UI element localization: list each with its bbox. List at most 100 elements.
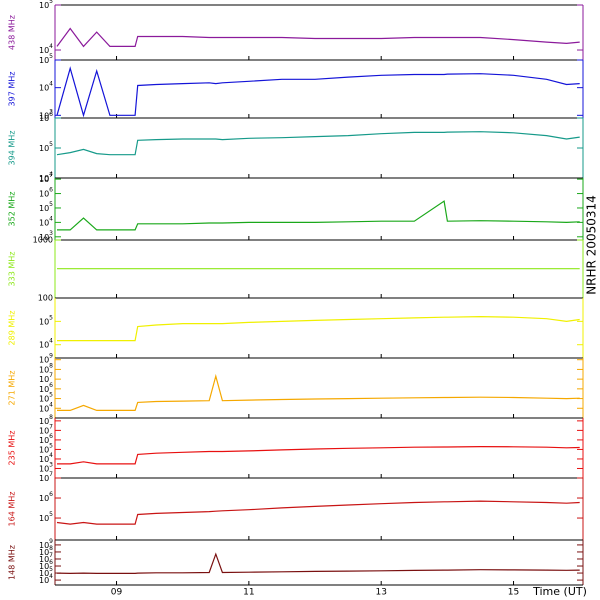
- y-tick-label: 106: [39, 432, 53, 444]
- y-tick-label: 106: [39, 186, 53, 198]
- y-tick-base: 10: [39, 454, 49, 463]
- y-tick-label: 108: [39, 544, 53, 556]
- y-tick-base: 10: [39, 416, 49, 425]
- y-tick-label: 104: [39, 451, 53, 463]
- y-tick-base: 10: [39, 394, 49, 403]
- y-axis-label: 235 MHz: [8, 431, 17, 466]
- y-tick-label: 107: [39, 423, 53, 435]
- y-tick-exp: 5: [49, 0, 53, 5]
- y-tick-base: 10: [39, 355, 49, 364]
- y-tick-base: 10: [39, 218, 49, 227]
- y-tick-base: 10: [39, 445, 49, 454]
- series-line: [56, 27, 580, 48]
- series-line: [56, 500, 580, 525]
- y-tick-base: 10: [39, 547, 49, 556]
- y-tick-label: 107: [39, 372, 53, 384]
- y-tick-base: 10: [39, 174, 49, 183]
- y-axis-label: 333 MHz: [8, 252, 17, 287]
- x-tick-label: 15: [508, 588, 519, 598]
- y-tick-label: 105: [39, 391, 53, 403]
- y-tick-label: 108: [39, 413, 53, 425]
- y-tick-label: 109: [39, 537, 53, 549]
- y-tick-label: 104: [39, 43, 53, 55]
- y-tick-base: 10: [39, 114, 49, 123]
- y-tick-exp: 4: [49, 215, 53, 222]
- y-tick-label: 108: [39, 362, 53, 374]
- y-axis-label: 289 MHz: [8, 311, 17, 346]
- y-tick-base: 10: [39, 464, 49, 473]
- y-tick-label: 105: [39, 511, 53, 523]
- y-tick-base: 10: [39, 474, 49, 483]
- y-tick-exp: 5: [49, 53, 53, 60]
- y-tick-exp: 7: [49, 471, 53, 478]
- y-tick-label: 105: [39, 200, 53, 212]
- y-tick-base: 10: [39, 426, 49, 435]
- y-tick-base: 10: [39, 569, 49, 578]
- y-tick-exp: 5: [49, 511, 53, 518]
- y-tick-exp: 6: [49, 491, 53, 498]
- y-tick-base: 10: [39, 494, 49, 503]
- y-tick-exp: 4: [49, 337, 53, 344]
- y-tick-exp: 9: [49, 537, 53, 544]
- y-tick-label: 109: [39, 352, 53, 364]
- y-tick-label: 105: [39, 141, 53, 153]
- y-tick-label: 104: [39, 573, 53, 585]
- y-tick-label: 1000: [33, 236, 53, 245]
- y-tick-base: 10: [39, 375, 49, 384]
- y-tick-label: 100: [38, 294, 53, 303]
- y-tick-exp: 9: [49, 352, 53, 359]
- y-tick-exp: 7: [49, 172, 53, 179]
- y-tick-label: 104: [39, 171, 53, 183]
- y-tick-base: 10: [39, 56, 49, 65]
- y-tick-base: 10: [39, 404, 49, 413]
- y-tick-base: 10: [39, 384, 49, 393]
- y-axis-label: 438 MHz: [8, 15, 17, 50]
- y-tick-exp: 4: [49, 401, 53, 408]
- y-tick-base: 10: [39, 232, 49, 241]
- y-tick-base: 10: [39, 189, 49, 198]
- y-tick-label: 105: [39, 53, 53, 65]
- y-tick-exp: 5: [49, 141, 53, 148]
- y-tick-label: 106: [39, 491, 53, 503]
- y-tick-base: 10: [39, 540, 49, 549]
- y-tick-exp: 8: [49, 362, 53, 369]
- y-tick-base: 10: [39, 1, 49, 10]
- y-tick-base: 10: [39, 435, 49, 444]
- x-tick-label: 13: [375, 588, 386, 598]
- y-tick-exp: 8: [49, 413, 53, 420]
- y-tick-base: 10: [39, 144, 49, 153]
- y-tick-exp: 4: [49, 171, 53, 178]
- y-axis-label: 164 MHz: [8, 492, 17, 527]
- y-tick-label: 104: [39, 401, 53, 413]
- y-tick-exp: 7: [49, 551, 53, 558]
- y-tick-base: 10: [39, 340, 49, 349]
- series-line: [57, 200, 580, 231]
- y-tick-exp: 3: [49, 229, 53, 236]
- y-tick-label: 106: [39, 559, 53, 571]
- y-tick-exp: 4: [49, 43, 53, 50]
- y-tick-base: 10: [39, 365, 49, 374]
- y-tick-base: 10: [39, 46, 49, 55]
- y-tick-exp: 4: [49, 451, 53, 458]
- y-tick-exp: 7: [49, 423, 53, 430]
- y-tick-exp: 5: [49, 566, 53, 573]
- y-tick-exp: 6: [49, 559, 53, 566]
- series-line: [57, 445, 580, 465]
- y-tick-exp: 8: [49, 544, 53, 551]
- y-tick-base: 10: [39, 111, 49, 120]
- chart-title: NRHR 20050314: [585, 195, 599, 295]
- y-tick-base: 10: [39, 576, 49, 585]
- y-tick-exp: 5: [49, 314, 53, 321]
- y-axis-label: 148 MHz: [8, 545, 17, 580]
- y-tick-exp: 3: [49, 108, 53, 115]
- y-tick-base: 10: [39, 83, 49, 92]
- y-tick-base: 10: [39, 203, 49, 212]
- y-tick-label: 107: [39, 172, 53, 184]
- x-axis-label: Time (UT): [532, 585, 587, 598]
- y-tick-label: 106: [39, 111, 53, 123]
- y-tick-base: 10: [39, 562, 49, 571]
- series-line: [57, 315, 580, 342]
- y-tick-label: 107: [39, 471, 53, 483]
- y-tick-exp: 5: [49, 391, 53, 398]
- y-tick-exp: 6: [49, 111, 53, 118]
